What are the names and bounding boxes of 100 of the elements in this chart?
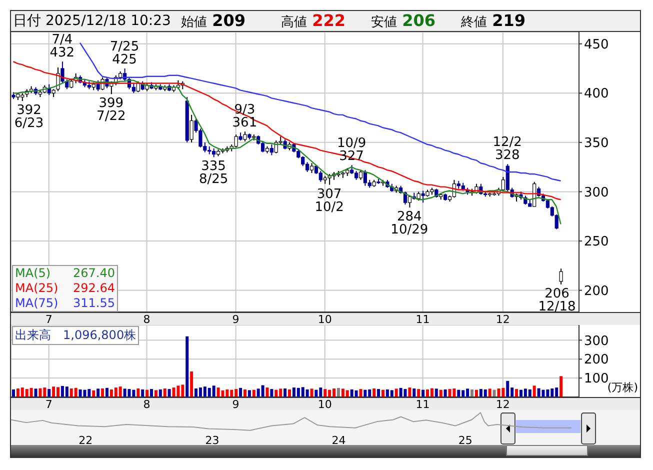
x-tick-label: 7 (45, 312, 52, 326)
text: 終値 219 (461, 11, 526, 30)
y-tick-label: 350 (584, 136, 609, 152)
bar (65, 386, 68, 397)
x-tick-label: 10 (318, 312, 332, 326)
candlestick (421, 190, 425, 204)
bar (34, 388, 38, 397)
text: 高値 222 (281, 11, 346, 30)
bar (314, 390, 318, 397)
y-tick-label: 300 (584, 185, 609, 200)
bar (270, 389, 274, 397)
bar (377, 389, 380, 397)
bar (288, 389, 291, 397)
bar (404, 389, 407, 397)
text: 始値 209 (181, 11, 246, 30)
x-tick-label: 23 (205, 434, 220, 447)
bar (78, 389, 82, 397)
bar (92, 390, 96, 397)
annotation: 267.40 (73, 266, 115, 281)
bar (48, 389, 51, 397)
bar (515, 389, 518, 397)
bar (105, 388, 108, 397)
chart-title: 日付 2025/12/18 10:23 (13, 12, 172, 30)
bar (346, 390, 349, 397)
bar (532, 386, 536, 397)
annotation: 311.55 (73, 296, 115, 311)
bar (163, 388, 166, 397)
annotation: 284 10/29 (390, 209, 428, 238)
bar (364, 390, 367, 397)
bar (324, 389, 327, 397)
bar (12, 389, 15, 397)
bar (141, 389, 144, 397)
candlestick (358, 170, 363, 180)
bar (150, 389, 153, 397)
bar (252, 390, 256, 397)
annotation: 307 10/2 (314, 186, 344, 215)
x-tick-label: 22 (78, 434, 93, 447)
y-tick-label: 400 (584, 86, 609, 102)
bar (448, 389, 452, 397)
text: MA(75) (15, 296, 58, 311)
bar (497, 388, 500, 397)
bar (146, 390, 149, 397)
bar (176, 386, 180, 397)
annotation: 399 7/22 (96, 96, 126, 124)
bar (394, 388, 398, 397)
bar (74, 388, 78, 397)
bar (261, 385, 264, 397)
bar (118, 386, 122, 397)
x-tick-label: 11 (416, 312, 430, 326)
bar (422, 390, 425, 397)
candlestick (132, 82, 136, 94)
bar (439, 390, 442, 397)
y-axis-title: (万株) (607, 381, 638, 395)
y-tick-label: 100 (584, 372, 609, 387)
bar (434, 388, 438, 397)
bar (390, 390, 394, 397)
candlestick (234, 134, 238, 148)
bar (484, 389, 487, 397)
annotation: 12/2 328 (492, 135, 522, 164)
bar (248, 390, 251, 397)
candlestick (60, 61, 64, 84)
bar (528, 389, 532, 397)
annotation: 392 6/23 (14, 103, 44, 132)
bar (542, 390, 545, 397)
bar (274, 390, 278, 397)
bar (488, 388, 492, 397)
bar (190, 371, 194, 397)
bar (560, 376, 563, 397)
y-tick-label: 450 (584, 37, 609, 52)
bar (172, 388, 176, 397)
bar (492, 390, 496, 397)
annotation: 335 8/25 (198, 159, 228, 188)
x-tick-label: 12 (496, 398, 510, 411)
candlestick (243, 131, 247, 142)
bar (457, 390, 460, 397)
y-tick-label: 200 (584, 284, 609, 299)
bar (399, 388, 402, 397)
x-tick-label: 24 (332, 434, 346, 447)
candlestick (270, 144, 274, 156)
bar (417, 389, 420, 397)
annotation: 206 12/18 (538, 286, 576, 314)
bar (128, 389, 131, 397)
candlestick (310, 162, 314, 174)
bar (354, 390, 358, 397)
bar (216, 388, 220, 397)
y-tick-label: 250 (584, 234, 609, 250)
bar (372, 388, 376, 397)
y-tick-label: 200 (584, 352, 609, 368)
bar (412, 388, 416, 397)
bar (537, 388, 540, 397)
bar (430, 388, 434, 397)
bar (243, 389, 246, 397)
annotation: 9/3 361 (232, 102, 258, 131)
bar (212, 386, 216, 397)
bar (30, 388, 33, 397)
bar (136, 388, 140, 397)
x-tick-label: 8 (143, 312, 150, 326)
bar (168, 389, 171, 397)
bar (158, 389, 162, 397)
annotation: 出来高 1,096,800株 (12, 326, 140, 345)
